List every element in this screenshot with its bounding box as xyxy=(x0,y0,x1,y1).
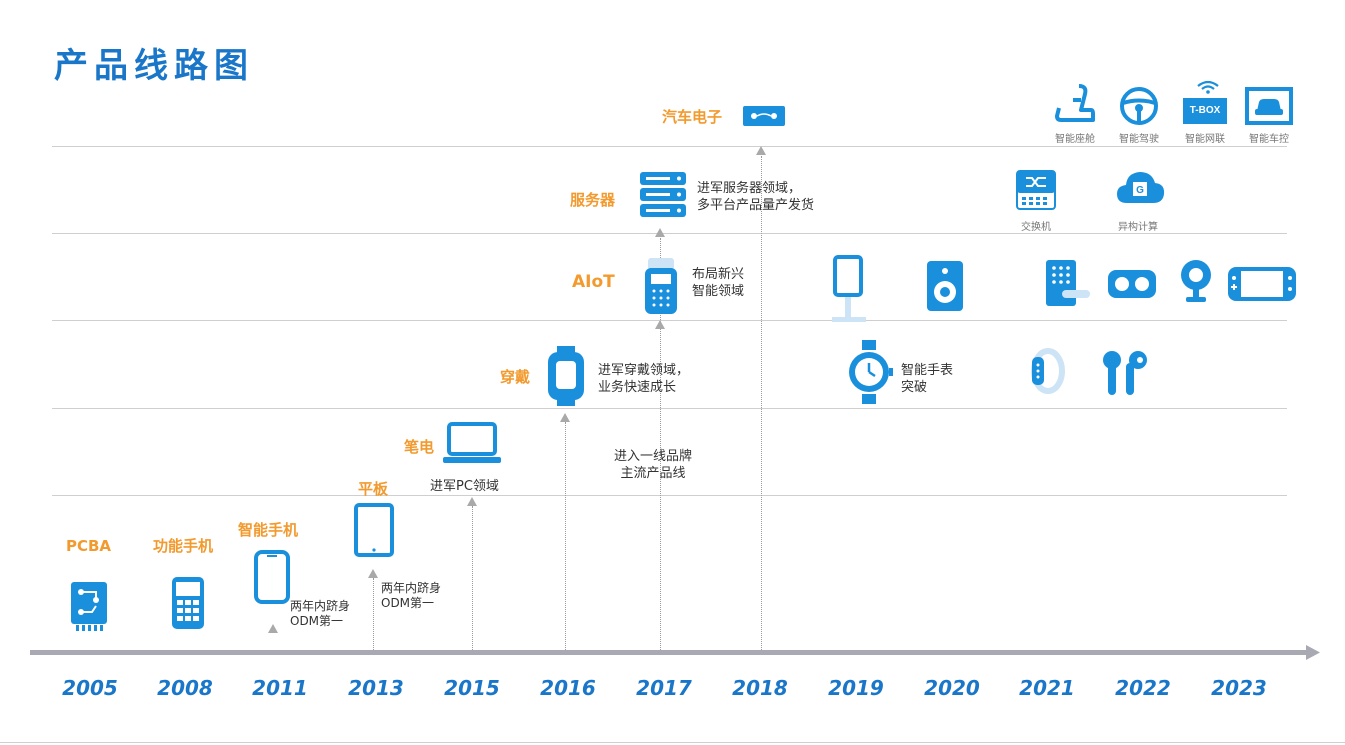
connector-line xyxy=(472,506,473,650)
timeline-axis xyxy=(30,645,1320,660)
category-feature-phone: 功能手机 xyxy=(153,537,214,555)
network-switch-icon xyxy=(1016,170,1056,210)
game-console-icon xyxy=(1228,267,1296,301)
wearable-note: 进军穿戴领域， 业务快速成长 xyxy=(598,363,690,395)
category-wearable: 穿戴 xyxy=(500,368,531,386)
handheld-terminal-icon xyxy=(645,258,677,314)
steering-wheel-icon xyxy=(1120,87,1158,125)
driving-label: 智能驾驶 xyxy=(1119,134,1159,145)
year-label: 2020 xyxy=(924,676,980,700)
server-icon xyxy=(640,172,686,217)
connector-line xyxy=(761,156,762,650)
tablet-note: 两年内跻身 ODM第一 xyxy=(381,581,442,610)
carcontrol-label: 智能车控 xyxy=(1249,134,1289,145)
category-pcba: PCBA xyxy=(66,537,112,555)
year-label: 2022 xyxy=(1115,676,1171,700)
laptop-note: 进军PC领域 xyxy=(430,479,499,494)
year-label: 2023 xyxy=(1211,676,1267,700)
car-seat-icon xyxy=(1055,84,1095,122)
smartphone-icon xyxy=(254,550,290,604)
fitness-band-icon xyxy=(1031,348,1065,394)
tier-divider xyxy=(52,320,1287,321)
up-arrow-icon xyxy=(467,497,477,506)
tablet-icon xyxy=(354,503,394,557)
smartwatch-icon xyxy=(548,346,584,406)
connector-line xyxy=(373,578,374,650)
category-auto: 汽车电子 xyxy=(662,108,723,126)
up-arrow-icon xyxy=(756,146,766,155)
category-server: 服务器 xyxy=(570,191,616,209)
smartphone-note: 两年内跻身 ODM第一 xyxy=(290,599,351,628)
up-arrow-icon xyxy=(368,569,378,578)
up-arrow-icon xyxy=(655,228,665,237)
connector-line xyxy=(565,422,566,650)
connector-line xyxy=(660,238,661,650)
year-label: 2016 xyxy=(540,676,596,700)
tier1-note: 进入一线品牌 主流产品线 xyxy=(614,449,693,481)
laptop-icon xyxy=(443,422,501,463)
up-arrow-icon xyxy=(268,624,278,633)
footer-divider xyxy=(0,742,1345,743)
aiot-note: 布局新兴 智能领域 xyxy=(692,267,745,299)
smart-lock-icon xyxy=(1046,260,1090,306)
hetero-label: 异构计算 xyxy=(1118,222,1158,233)
year-label: 2011 xyxy=(252,676,308,700)
pcb-board-icon xyxy=(71,582,107,631)
kiosk-icon xyxy=(832,255,866,322)
year-label: 2019 xyxy=(828,676,884,700)
switch-label: 交换机 xyxy=(1021,222,1051,233)
up-arrow-icon xyxy=(560,413,570,422)
category-smartphone: 智能手机 xyxy=(238,521,299,539)
vr-goggles-icon xyxy=(1108,270,1156,298)
car-module-icon xyxy=(743,106,785,126)
year-label: 2008 xyxy=(157,676,213,700)
page-title: 产品线路图 xyxy=(54,46,254,86)
webcam-icon xyxy=(1181,260,1211,302)
cloud-gpu-icon: G xyxy=(1117,172,1165,203)
tbox-icon: T-BOX xyxy=(1183,98,1227,124)
speaker-icon xyxy=(927,261,963,311)
year-label: 2018 xyxy=(732,676,788,700)
tbox-label: 智能网联 xyxy=(1185,134,1225,145)
server-note: 进军服务器领域， 多平台产品量产发货 xyxy=(697,181,815,213)
tier-divider xyxy=(52,408,1287,409)
analog-watch-icon xyxy=(849,340,893,404)
tier-divider xyxy=(52,495,1287,496)
category-laptop: 笔电 xyxy=(404,438,435,456)
year-label: 2005 xyxy=(62,676,118,700)
cockpit-label: 智能座舱 xyxy=(1055,134,1095,145)
year-label: 2017 xyxy=(636,676,692,700)
year-label: 2015 xyxy=(444,676,500,700)
category-tablet: 平板 xyxy=(358,480,389,498)
watch-note: 智能手表 突破 xyxy=(901,363,954,395)
feature-phone-icon xyxy=(172,577,204,629)
category-aiot: AIoT xyxy=(572,272,615,292)
car-control-icon xyxy=(1245,87,1293,125)
wifi-icon xyxy=(1197,80,1219,94)
tbox-text: T-BOX xyxy=(1189,105,1221,116)
tier-divider xyxy=(52,233,1287,234)
earbuds-icon xyxy=(1103,351,1147,395)
year-label: 2021 xyxy=(1019,676,1075,700)
tier-divider xyxy=(52,146,1287,147)
up-arrow-icon xyxy=(655,320,665,329)
svg-text:G: G xyxy=(1136,185,1144,196)
year-label: 2013 xyxy=(348,676,404,700)
